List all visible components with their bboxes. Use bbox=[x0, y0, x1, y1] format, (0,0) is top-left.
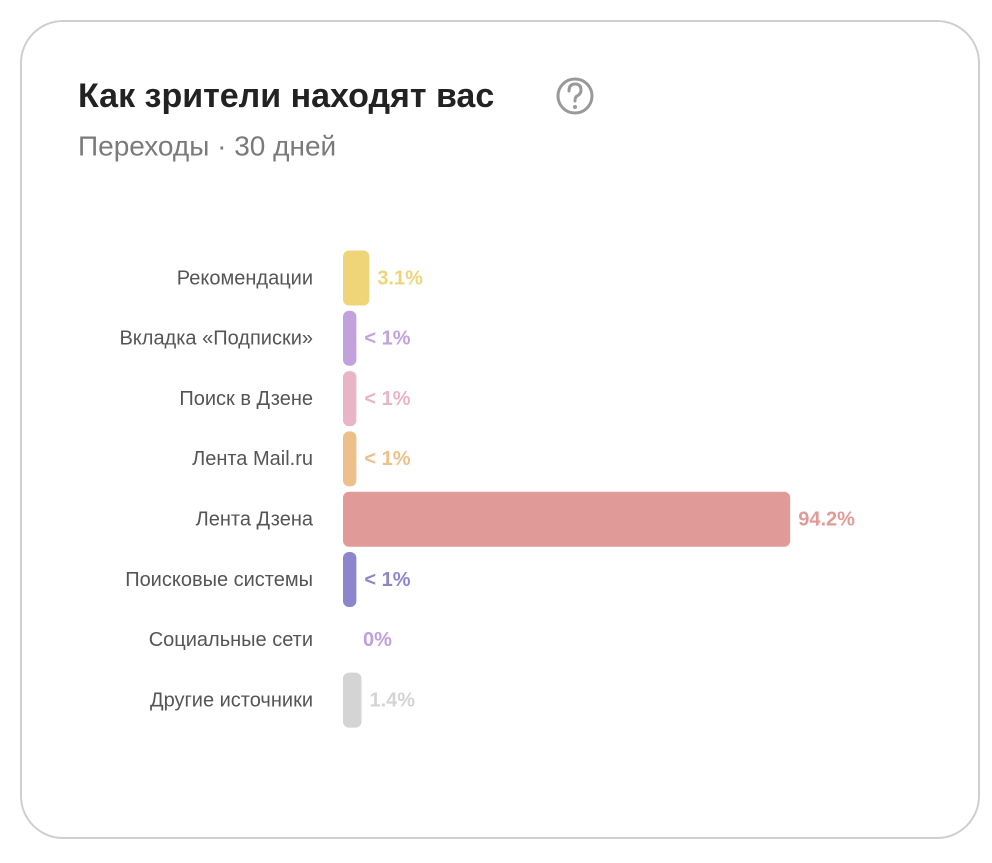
bar bbox=[343, 310, 357, 366]
value-label: < 1% bbox=[364, 448, 410, 470]
category-label: Лента Mail.ru bbox=[192, 448, 313, 470]
help-mark bbox=[567, 82, 583, 103]
value-label: 1.4% bbox=[369, 689, 415, 711]
help-icon[interactable] bbox=[556, 77, 594, 115]
value-label: < 1% bbox=[364, 388, 410, 410]
category-label: Поисковые системы bbox=[125, 569, 313, 591]
category-label: Вкладка «Подписки» bbox=[119, 328, 313, 350]
bar bbox=[343, 552, 357, 607]
value-label: < 1% bbox=[364, 328, 410, 350]
category-label: Другие источники bbox=[150, 689, 313, 711]
category-label: Социальные сети bbox=[149, 629, 313, 651]
bar bbox=[343, 431, 357, 487]
help-dot bbox=[573, 105, 577, 109]
chart-title: Как зрители находят вас bbox=[78, 77, 494, 115]
bar bbox=[343, 371, 357, 427]
card-border bbox=[20, 20, 980, 839]
bar bbox=[343, 250, 370, 306]
category-label: Рекомендации bbox=[177, 267, 313, 289]
category-label: Лента Дзена bbox=[196, 508, 314, 530]
value-label: 94.2% bbox=[798, 508, 855, 530]
value-label: 0% bbox=[363, 629, 392, 651]
category-label: Поиск в Дзене bbox=[179, 388, 313, 410]
help-circle bbox=[556, 77, 594, 115]
value-label: 3.1% bbox=[377, 267, 423, 289]
bar bbox=[343, 672, 362, 728]
chart-subtitle: Переходы · 30 дней bbox=[78, 130, 336, 161]
bar bbox=[343, 491, 791, 547]
value-label: < 1% bbox=[364, 569, 410, 591]
